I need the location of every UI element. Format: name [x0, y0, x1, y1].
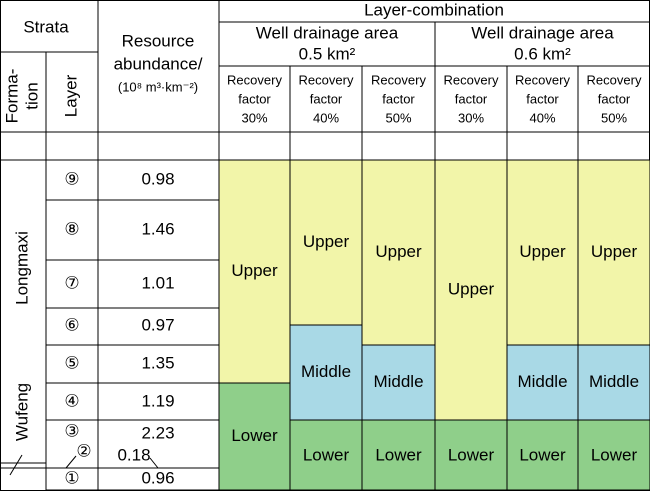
drainage-area: Well drainage area: [256, 23, 399, 42]
recovery-factor: Recovery: [227, 72, 282, 87]
segment-label: Middle: [589, 372, 639, 391]
layer-label: ④: [64, 391, 79, 410]
segment-label: Lower: [303, 445, 350, 464]
layer-label: ⑨: [64, 169, 79, 188]
recovery-factor: Recovery: [515, 72, 570, 87]
segment-label: Lower: [448, 445, 495, 464]
recovery-factor: 40%: [313, 110, 339, 125]
layer-header: Layer: [61, 74, 80, 117]
layer-label: ⑦: [64, 273, 79, 292]
segment-label: Middle: [517, 372, 567, 391]
layer-label: ②: [76, 441, 91, 460]
recovery-factor: 30%: [241, 110, 267, 125]
segment: [506, 344, 579, 421]
segment-label: Lower: [375, 445, 422, 464]
recovery-factor: factor: [455, 91, 488, 106]
formation: Wufeng: [12, 383, 31, 441]
recovery-factor: factor: [310, 91, 343, 106]
segment-label: Middle: [373, 372, 423, 391]
segment: [218, 159, 291, 384]
segment-label: Upper: [303, 232, 350, 251]
abundance: 1.35: [141, 353, 174, 372]
formation-header: tion: [22, 82, 41, 109]
segment-label: Upper: [448, 279, 495, 298]
formation: Longmaxi: [12, 231, 31, 305]
segment: [289, 419, 363, 491]
segment-label: Lower: [591, 445, 638, 464]
formation-header: Forma-: [2, 69, 21, 124]
segment: [289, 324, 363, 421]
recovery-factor: factor: [382, 91, 415, 106]
layer-label: ⑥: [64, 315, 79, 334]
segment: [577, 419, 650, 491]
segment: [506, 159, 579, 346]
combination-header: Layer-combination: [364, 0, 504, 19]
segment: [289, 159, 363, 326]
recovery-factor: factor: [598, 91, 631, 106]
abundance: 0.18: [117, 445, 150, 464]
recovery-factor: Recovery: [299, 72, 354, 87]
layer-label: ⑤: [64, 353, 79, 372]
recovery-factor: Recovery: [371, 72, 426, 87]
abundance: 1.01: [141, 273, 174, 292]
segment-label: Middle: [301, 362, 351, 381]
segment-label: Lower: [231, 426, 278, 445]
segment-label: Upper: [591, 242, 638, 261]
segment-label: Upper: [375, 242, 422, 261]
resource-header: abundance/: [114, 54, 203, 73]
strata-header: Strata: [23, 17, 69, 36]
recovery-factor: 50%: [385, 110, 411, 125]
abundance: 0.98: [141, 169, 174, 188]
layer-label: ③: [64, 421, 79, 440]
abundance: 1.46: [141, 219, 174, 238]
drainage-area: 0.5 km²: [299, 44, 356, 63]
recovery-factor: 40%: [529, 110, 555, 125]
layer-label: ①: [64, 468, 79, 487]
segment-label: Upper: [519, 242, 566, 261]
layer-label: ⑧: [64, 219, 79, 238]
recovery-factor: factor: [526, 91, 559, 106]
segment-label: Lower: [519, 445, 566, 464]
recovery-factor: 50%: [601, 110, 627, 125]
segment: [506, 419, 579, 491]
segment: [434, 159, 508, 421]
segment-label: Upper: [231, 261, 278, 280]
drainage-area: Well drainage area: [471, 23, 614, 42]
resource-header: (10⁸ m³·km⁻²): [118, 79, 198, 94]
recovery-factor: Recovery: [587, 72, 642, 87]
recovery-factor: Recovery: [444, 72, 499, 87]
abundance: 1.19: [141, 391, 174, 410]
recovery-factor: 30%: [458, 110, 484, 125]
drainage-area: 0.6 km²: [514, 44, 571, 63]
segment: [218, 382, 291, 491]
abundance: 2.23: [141, 423, 174, 442]
recovery-factor: factor: [238, 91, 271, 106]
resource-header: Resource: [122, 31, 195, 50]
segment: [577, 344, 650, 421]
abundance: 0.97: [141, 315, 174, 334]
abundance: 0.96: [141, 468, 174, 487]
